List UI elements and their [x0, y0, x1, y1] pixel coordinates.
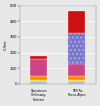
- Bar: [68, 11, 85, 33]
- Bar: [30, 80, 47, 81]
- Bar: [68, 64, 85, 76]
- Y-axis label: €/ktr: €/ktr: [4, 40, 8, 50]
- Bar: [68, 76, 85, 80]
- Bar: [30, 59, 47, 76]
- Bar: [68, 83, 85, 84]
- Bar: [30, 81, 47, 83]
- Bar: [68, 33, 85, 64]
- Bar: [68, 80, 85, 81]
- Bar: [30, 76, 47, 80]
- Bar: [68, 81, 85, 83]
- Bar: [30, 56, 47, 59]
- Bar: [30, 83, 47, 84]
